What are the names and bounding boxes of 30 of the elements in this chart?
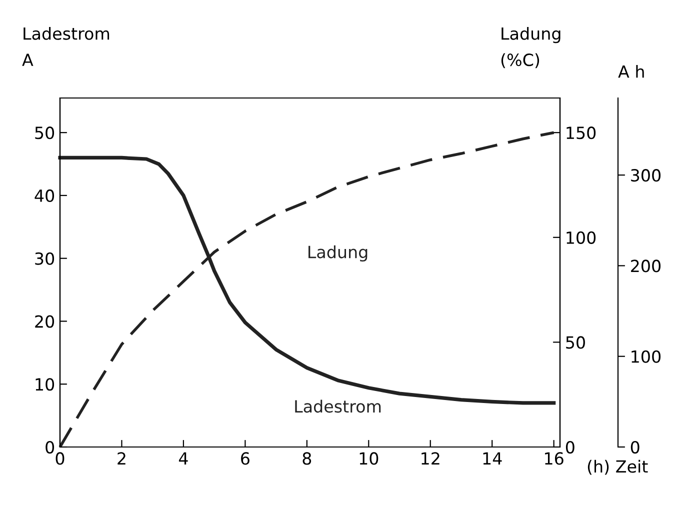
x-tick-label: 10 xyxy=(360,452,378,465)
line-series xyxy=(58,131,556,448)
y2-tick-label: 150 xyxy=(566,126,596,140)
y2-tick-label: 50 xyxy=(566,336,585,349)
y3-tick-label: 0 xyxy=(630,440,640,454)
x-tick-label: 16 xyxy=(545,452,564,465)
y2-tick-label: 100 xyxy=(566,231,596,244)
y-tick-label: 40 xyxy=(34,189,54,202)
x-axis-title: (h) Zeit xyxy=(588,460,648,475)
y3-tick-label: 300 xyxy=(631,169,661,182)
y-tick-label: 0 xyxy=(46,440,54,454)
x-tick-label: 8 xyxy=(302,452,312,465)
x-tick-label: 0 xyxy=(56,452,64,465)
y2-tick-label: 0 xyxy=(566,440,574,454)
x-tick-label: 2 xyxy=(118,452,126,465)
y3-tick-label: 200 xyxy=(631,260,661,272)
x-tick-label: 12 xyxy=(422,452,440,465)
y-tick-label: 20 xyxy=(35,315,54,328)
y3-tick-label: 100 xyxy=(632,350,661,363)
x-tick-label: 6 xyxy=(241,452,250,465)
y-tick-label: 50 xyxy=(35,126,54,140)
series-label: Ladestrom xyxy=(295,400,381,413)
y-tick-label: 10 xyxy=(36,378,54,391)
text: Ladung xyxy=(308,245,368,262)
x-tick-label: 14 xyxy=(483,452,502,465)
y-axis-title: Ladestrom A xyxy=(22,27,110,66)
y-tick-label: 30 xyxy=(35,252,54,265)
x-tick-label: 4 xyxy=(178,452,188,465)
y2-axis-title: Ladung (%C) xyxy=(501,27,560,68)
y3-axis-title: A h xyxy=(618,65,644,78)
